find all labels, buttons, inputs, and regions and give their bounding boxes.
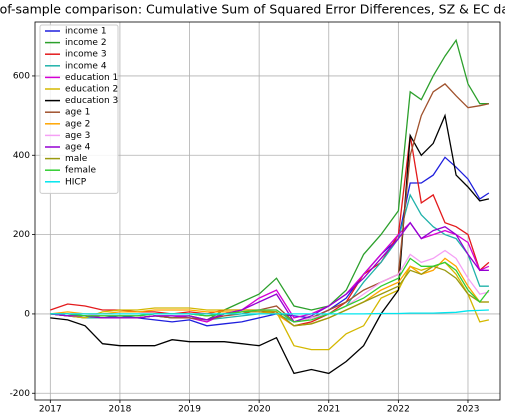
legend-label: male	[65, 154, 88, 164]
series-line	[50, 257, 490, 323]
series-line	[50, 156, 490, 327]
legend-label: education 1	[65, 73, 118, 83]
plot-frame	[34, 21, 501, 401]
series-line	[50, 193, 489, 323]
chart-title: Out-of-sample comparison: Cumulative Sum…	[0, 2, 505, 17]
x-tick-label: 2022	[387, 405, 410, 415]
legend-label: income 1	[65, 27, 107, 37]
y-tick-label: 400	[13, 151, 30, 161]
legend-label: age 2	[65, 119, 90, 129]
y-tick-label: 600	[13, 71, 30, 81]
grid: -200 0 200 400 600 2017 2018 2019 2020 2021 2022 20…	[10, 22, 500, 415]
legend-label: HICP	[65, 177, 87, 187]
series-line	[50, 261, 490, 351]
legend-label: income 3	[65, 50, 107, 60]
legend-label: income 2	[65, 38, 107, 48]
legend-label: education 2	[65, 85, 118, 95]
lines	[50, 38, 490, 375]
legend-label: income 4	[65, 61, 107, 71]
legend-label: female	[65, 166, 96, 176]
legend-label: age 4	[65, 143, 91, 153]
series-line	[50, 309, 489, 315]
x-tick-label: 2019	[178, 405, 201, 415]
y-tick-label: 0	[24, 309, 30, 319]
x-tick-label: 2018	[108, 405, 131, 415]
legend-label: age 1	[65, 108, 90, 118]
legend-label: education 3	[65, 96, 118, 106]
x-tick-label: 2020	[248, 405, 271, 415]
x-tick-label: 2017	[39, 405, 62, 415]
legend-label: age 3	[65, 131, 90, 141]
series-line	[50, 113, 490, 375]
x-tick-label: 2021	[317, 405, 340, 415]
legend-box	[39, 24, 119, 194]
y-tick-label: 200	[13, 230, 30, 240]
y-tick-label: -200	[10, 389, 31, 399]
x-tick-label: 2023	[457, 405, 480, 415]
